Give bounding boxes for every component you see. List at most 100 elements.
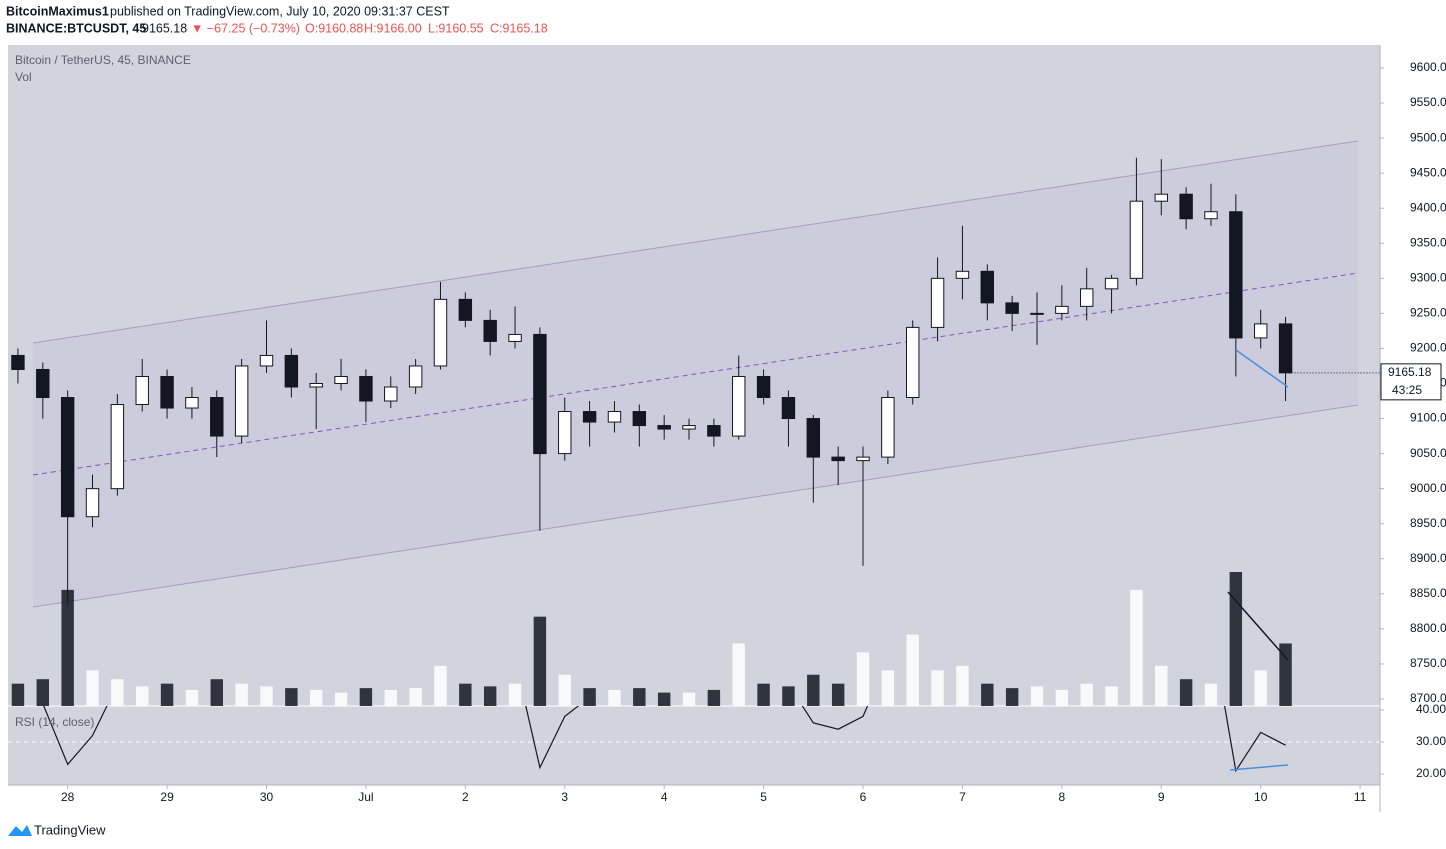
candle-body (906, 326, 920, 399)
x-tick-label: 6 (860, 790, 867, 804)
close: C:9165.18 (490, 21, 548, 35)
candle-body (309, 382, 323, 388)
volume-bar (956, 665, 969, 706)
candle-body (756, 375, 771, 399)
candle-body (881, 397, 895, 458)
volume-bar (11, 683, 25, 706)
volume-bar (1155, 665, 1168, 706)
candle-body (533, 333, 547, 455)
x-tick-label: 8 (1059, 790, 1066, 804)
divergence-rsi (1229, 764, 1289, 771)
candle-body (11, 354, 25, 370)
volume-bar (61, 589, 74, 706)
marks (11, 157, 1293, 773)
candle-body (508, 333, 522, 342)
candle-body (582, 411, 597, 423)
volume-bar (1130, 589, 1143, 706)
candle-body (36, 368, 50, 399)
volume-bar (36, 679, 50, 706)
brand: TradingView (34, 822, 106, 837)
volume-bar (881, 670, 895, 706)
candle-body (359, 375, 373, 402)
x-tick-label: 3 (561, 790, 568, 804)
volume-bar (906, 634, 919, 706)
volume-label: Vol (15, 70, 32, 84)
volume-bar (757, 683, 770, 706)
volume-bar (1005, 688, 1019, 706)
volume-bar (111, 679, 124, 706)
divergence-volume (1227, 591, 1289, 661)
candle-body (1278, 323, 1293, 374)
volume-bar (1030, 686, 1044, 706)
y-tick-label: 9450.00 (1410, 165, 1446, 179)
volume-bar (682, 692, 696, 706)
volume-bar (856, 652, 870, 706)
candle-body (1079, 288, 1094, 307)
volume-bar (235, 683, 248, 706)
candle-body (831, 456, 845, 462)
candle-body (1253, 323, 1268, 339)
x-tick-label: 4 (661, 790, 668, 804)
volume-bar (459, 683, 472, 706)
volume-bar (608, 689, 621, 706)
candle-body (210, 397, 224, 437)
volume-bar (782, 686, 795, 706)
candle-body (1204, 211, 1218, 220)
channel-upper (32, 140, 1359, 344)
y-tick-label: 9000.00 (1410, 481, 1446, 495)
y-tick-label: 8850.00 (1410, 586, 1446, 600)
x-tick-label: 7 (959, 790, 966, 804)
candle-body (1129, 200, 1144, 279)
y-tick-label: 9100.00 (1410, 411, 1446, 425)
volume-bar (533, 616, 547, 706)
candle-body (259, 354, 274, 367)
channel-mid (32, 272, 1359, 476)
candle-body (408, 365, 423, 388)
volume-bar (1179, 679, 1193, 706)
candle-body (707, 425, 721, 437)
candle-body (234, 365, 249, 437)
volume-bar (260, 686, 273, 706)
y2-tick-label: 40.00 (1416, 702, 1446, 716)
volume-bar (185, 689, 199, 706)
volume-bar (583, 688, 596, 706)
open: O:9160.88 (305, 21, 363, 35)
candle-body (856, 456, 870, 462)
candle-body (1005, 302, 1019, 314)
candle-body (1179, 193, 1193, 220)
x-tick-label: 5 (760, 790, 767, 804)
volume-bar (1080, 683, 1093, 706)
chart-title: Bitcoin / TetherUS, 45, BINANCE (15, 53, 191, 67)
volume-bar (558, 674, 571, 706)
candle-body (657, 425, 671, 430)
change: ▼ −67.25 (−0.73%) (191, 21, 300, 35)
candle-body (458, 298, 473, 321)
y-tick-label: 8800.00 (1410, 621, 1446, 635)
candle-body (85, 488, 100, 518)
high: H:9166.00 (364, 21, 422, 35)
volume-bar (210, 679, 223, 706)
candle-body (1030, 312, 1044, 315)
low: L:9160.55 (428, 21, 484, 35)
countdown: 43:25 (1392, 383, 1422, 397)
volume-bar (86, 670, 99, 706)
candle-body (558, 411, 572, 455)
volume-bar (483, 686, 497, 706)
candle-body (1154, 193, 1168, 202)
x-tick-label: Jul (358, 790, 373, 804)
logo (8, 825, 32, 836)
candle-body (135, 375, 149, 406)
rsi-label: RSI (14, close) (15, 715, 94, 729)
y-tick-label: 9350.00 (1410, 235, 1446, 249)
last-price-box (1380, 363, 1442, 401)
volume-bar (633, 688, 646, 706)
x-tick-label: 10 (1254, 790, 1268, 804)
x-tick-label: 28 (61, 790, 75, 804)
candle-body (384, 386, 398, 402)
y-tick-label: 9300.00 (1410, 270, 1446, 284)
volume-bar (409, 688, 422, 706)
candle-body (930, 277, 945, 328)
volume-bar (981, 683, 994, 706)
